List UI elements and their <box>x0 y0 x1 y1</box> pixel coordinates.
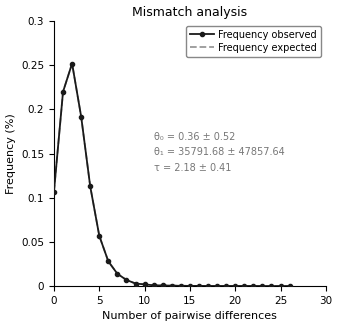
Frequency observed <box>106 259 111 263</box>
Frequency observed <box>215 284 219 288</box>
Frequency observed <box>251 284 256 288</box>
Y-axis label: Frequency (%): Frequency (%) <box>5 113 16 194</box>
Frequency observed <box>197 284 201 288</box>
Frequency expected <box>152 283 156 287</box>
Frequency expected <box>188 284 192 288</box>
Frequency observed <box>124 278 128 282</box>
Text: θ₀ = 0.36 ± 0.52
θ₁ = 35791.68 ± 47857.64
τ = 2.18 ± 0.41: θ₀ = 0.36 ± 0.52 θ₁ = 35791.68 ± 47857.6… <box>154 131 284 173</box>
Frequency observed <box>260 284 264 288</box>
Line: Frequency expected: Frequency expected <box>54 63 290 286</box>
Frequency expected <box>251 284 256 288</box>
Frequency expected <box>206 284 210 288</box>
Frequency observed <box>61 90 65 94</box>
Frequency observed <box>70 61 74 65</box>
Legend: Frequency observed, Frequency expected: Frequency observed, Frequency expected <box>186 26 321 57</box>
Frequency expected <box>124 278 128 282</box>
Frequency observed <box>279 284 283 288</box>
Frequency expected <box>242 284 246 288</box>
Frequency expected <box>143 283 147 286</box>
Frequency observed <box>269 284 273 288</box>
Frequency observed <box>52 190 56 194</box>
Frequency expected <box>197 284 201 288</box>
Frequency observed <box>97 234 101 238</box>
Frequency expected <box>215 284 219 288</box>
Frequency observed <box>170 284 174 288</box>
Frequency observed <box>188 284 192 288</box>
Frequency observed <box>288 284 292 288</box>
Frequency expected <box>52 190 56 194</box>
Frequency observed <box>115 272 119 276</box>
Frequency expected <box>179 284 183 288</box>
Frequency observed <box>224 284 228 288</box>
Frequency observed <box>233 284 237 288</box>
X-axis label: Number of pairwise differences: Number of pairwise differences <box>102 311 277 321</box>
Frequency expected <box>170 284 174 288</box>
Frequency observed <box>134 282 138 285</box>
Frequency expected <box>233 284 237 288</box>
Frequency observed <box>143 283 147 286</box>
Frequency expected <box>70 61 74 65</box>
Frequency observed <box>152 283 156 287</box>
Frequency observed <box>88 184 92 188</box>
Frequency expected <box>79 114 83 118</box>
Frequency expected <box>97 234 101 238</box>
Frequency expected <box>61 90 65 94</box>
Title: Mismatch analysis: Mismatch analysis <box>132 6 247 19</box>
Frequency expected <box>88 184 92 188</box>
Frequency observed <box>161 284 165 287</box>
Frequency expected <box>161 284 165 287</box>
Frequency expected <box>115 272 119 276</box>
Frequency observed <box>242 284 246 288</box>
Frequency expected <box>269 284 273 288</box>
Frequency expected <box>134 282 138 285</box>
Line: Frequency observed: Frequency observed <box>52 61 292 288</box>
Frequency observed <box>206 284 210 288</box>
Frequency expected <box>288 284 292 288</box>
Frequency expected <box>224 284 228 288</box>
Frequency expected <box>279 284 283 288</box>
Frequency observed <box>179 284 183 288</box>
Frequency expected <box>106 259 111 263</box>
Frequency observed <box>79 114 83 118</box>
Frequency expected <box>260 284 264 288</box>
